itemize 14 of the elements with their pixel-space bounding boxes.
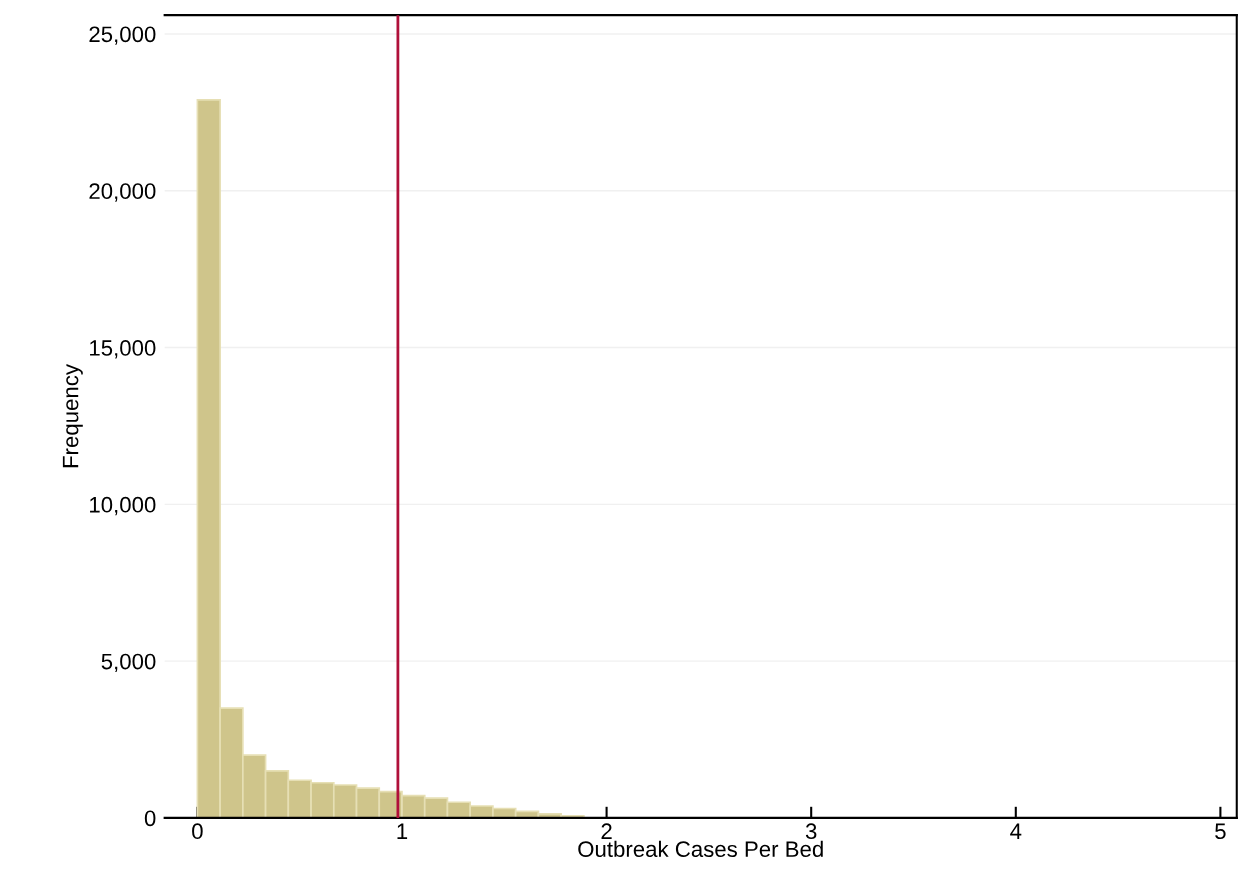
x-tick-label: 1 xyxy=(397,823,408,839)
y-axis-title: Frequency xyxy=(62,364,83,468)
y-tick-label: 10,000 xyxy=(90,496,156,516)
x-axis-title: Outbreak Cases Per Bed xyxy=(578,840,823,858)
y-tick-label: 15,000 xyxy=(90,340,156,359)
x-tick-label: 4 xyxy=(1010,823,1022,839)
x-tick-label: 0 xyxy=(192,823,203,840)
x-tick-label: 3 xyxy=(805,823,817,840)
y-tick-label: 5,000 xyxy=(101,653,156,673)
x-tick-label: 5 xyxy=(1215,823,1226,840)
y-tick-label: 25,000 xyxy=(89,26,156,45)
y-tick-label: 0 xyxy=(144,810,156,827)
y-tick-label: 20,000 xyxy=(89,183,156,202)
x-tick-label: 2 xyxy=(601,823,612,839)
